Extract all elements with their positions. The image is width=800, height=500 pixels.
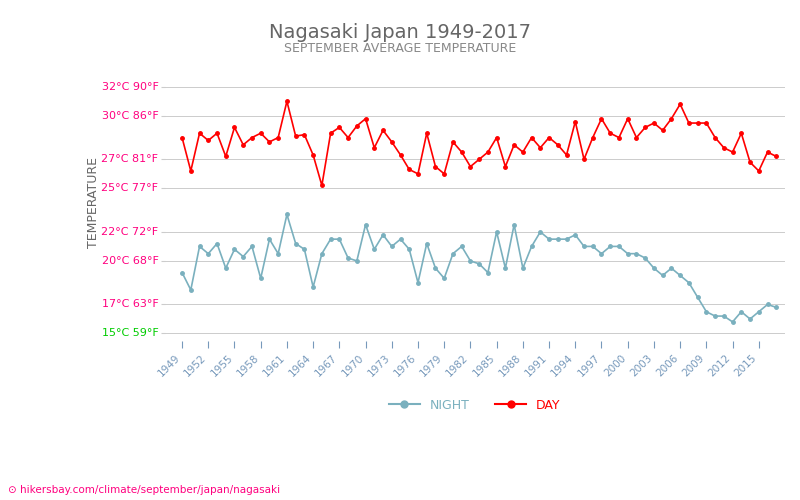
Text: 25°C 77°F: 25°C 77°F [102,184,158,194]
Y-axis label: TEMPERATURE: TEMPERATURE [87,158,100,248]
Text: SEPTEMBER AVERAGE TEMPERATURE: SEPTEMBER AVERAGE TEMPERATURE [284,42,516,56]
Text: 22°C 72°F: 22°C 72°F [102,227,158,237]
Text: 27°C 81°F: 27°C 81°F [102,154,158,164]
Legend: NIGHT, DAY: NIGHT, DAY [384,394,566,417]
Text: 15°C 59°F: 15°C 59°F [102,328,158,338]
Text: 17°C 63°F: 17°C 63°F [102,300,158,310]
Text: 32°C 90°F: 32°C 90°F [102,82,158,92]
Text: ⊙ hikersbay.com/climate/september/japan/nagasaki: ⊙ hikersbay.com/climate/september/japan/… [8,485,280,495]
Text: 30°C 86°F: 30°C 86°F [102,111,158,121]
Text: Nagasaki Japan 1949-2017: Nagasaki Japan 1949-2017 [269,22,531,42]
Text: 20°C 68°F: 20°C 68°F [102,256,158,266]
